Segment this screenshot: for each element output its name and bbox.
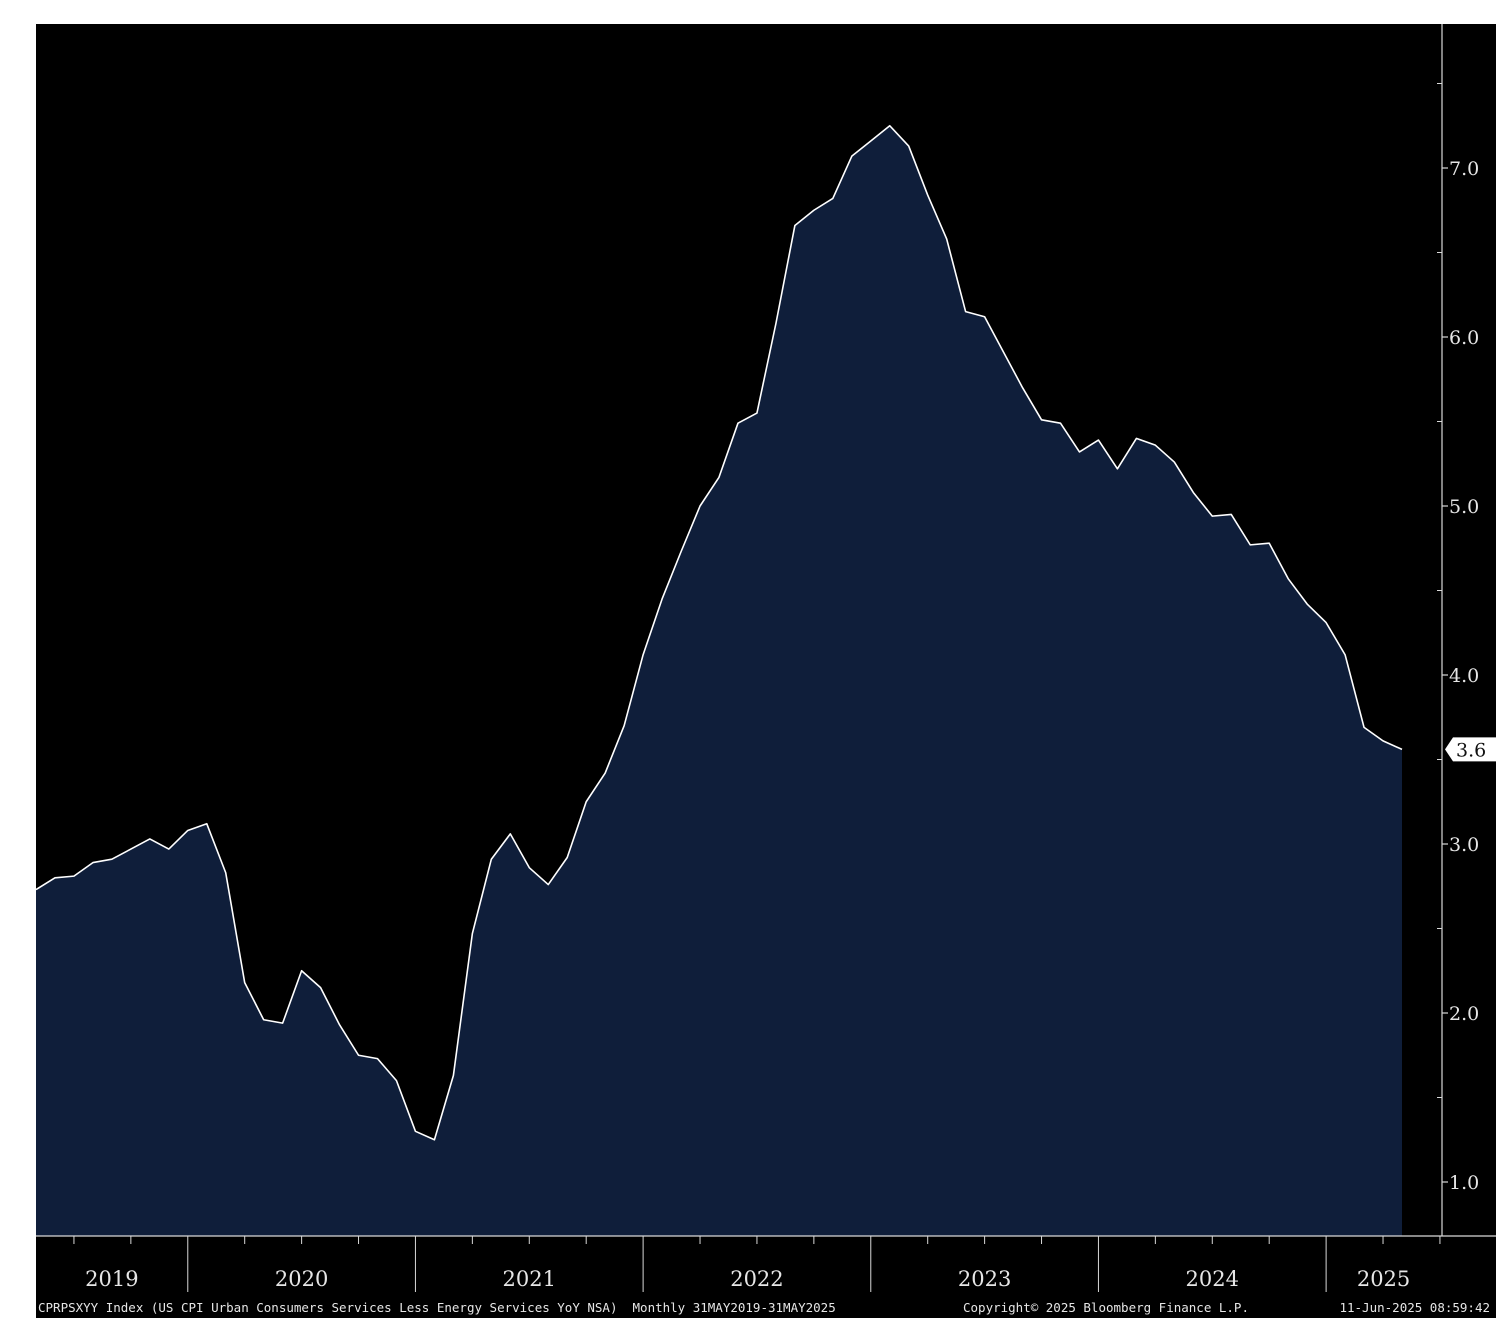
y-tick-label: 7.0 (1449, 158, 1479, 180)
chart-frame: 1.0 2.0 3.0 4.0 5.0 6.0 7.0 3.6 2019 2020 2021 2022… (36, 24, 1496, 1318)
series-line (36, 124, 1403, 1141)
y-tick-label: 1.0 (1449, 1172, 1479, 1194)
footer-copyright: Copyright© 2025 Bloomberg Finance L.P. (963, 1300, 1249, 1315)
series-area (36, 125, 1402, 1236)
last-value-label: 3.6 (1456, 739, 1486, 761)
footer-series-description: CPRPSXYY Index (US CPI Urban Consumers S… (38, 1300, 836, 1315)
x-year-label: 2020 (275, 1267, 328, 1291)
x-year-label: 2021 (503, 1267, 556, 1291)
y-tick-label: 3.0 (1449, 834, 1479, 856)
y-tick-label: 5.0 (1449, 496, 1479, 518)
last-value-marker (1445, 737, 1496, 762)
x-year-label: 2019 (85, 1267, 138, 1291)
x-year-label: 2022 (730, 1267, 783, 1291)
footer-timestamp: 11-Jun-2025 08:59:42 (1339, 1300, 1490, 1315)
plot-area (36, 124, 1403, 1236)
x-year-label: 2025 (1357, 1267, 1410, 1291)
x-year-label: 2023 (958, 1267, 1011, 1291)
axes: 1.0 2.0 3.0 4.0 5.0 6.0 7.0 3.6 2019 2020 2021 2022… (36, 24, 1496, 1292)
y-tick-label: 2.0 (1449, 1003, 1479, 1025)
x-year-label: 2024 (1186, 1267, 1239, 1291)
y-tick-label: 4.0 (1449, 665, 1479, 687)
y-tick-label: 6.0 (1449, 327, 1479, 349)
chart: 1.0 2.0 3.0 4.0 5.0 6.0 7.0 3.6 2019 2020 2021 2022… (36, 24, 1496, 1315)
